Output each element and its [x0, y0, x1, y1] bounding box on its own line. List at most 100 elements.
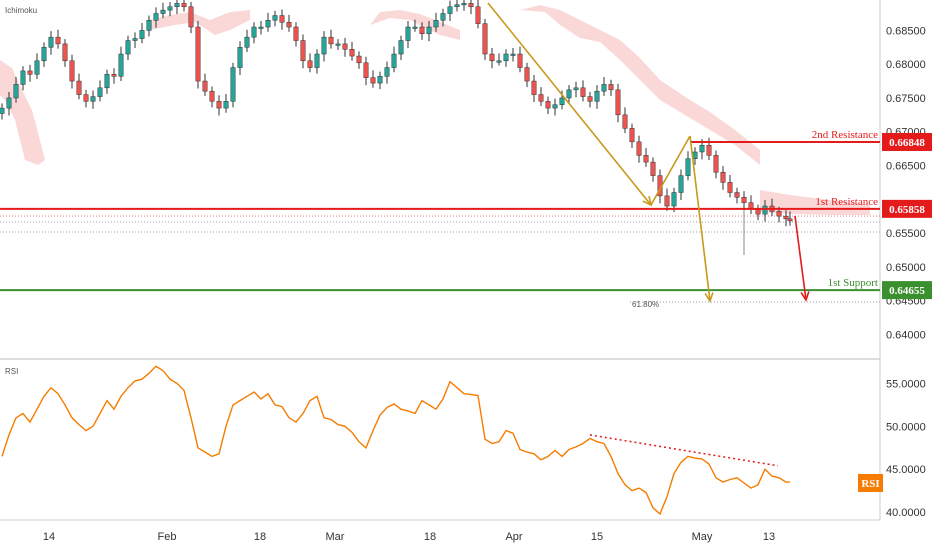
candle-body — [671, 192, 677, 207]
arrow-shaft — [689, 135, 711, 302]
candle-body — [650, 161, 656, 176]
candle-body — [286, 22, 292, 28]
arrow-shaft — [487, 2, 652, 206]
time-tick-label: Mar — [326, 531, 345, 543]
rsi-series-line — [1, 365, 790, 516]
candle-body — [132, 38, 138, 41]
arrow-shaft — [794, 215, 807, 301]
candle-body — [370, 77, 376, 84]
price-tick-label: 0.66500 — [886, 160, 926, 172]
level-label: 1st Support — [828, 277, 878, 289]
candle-body — [90, 96, 96, 102]
time-tick-label: 14 — [43, 531, 55, 543]
level-badge-value: 0.65858 — [889, 204, 925, 216]
candle-body — [279, 15, 285, 23]
price-tick-label: 0.64000 — [886, 329, 926, 341]
candle-body — [48, 36, 54, 48]
candle-body — [167, 6, 173, 11]
level-label: 1st Resistance — [815, 196, 878, 208]
candle-body — [83, 94, 89, 102]
candle-body — [76, 80, 82, 95]
price-tick-label: 0.68500 — [886, 25, 926, 37]
candle-body — [97, 87, 103, 97]
arrow-shaft — [650, 135, 691, 206]
candle-body — [265, 20, 271, 28]
rsi-badge — [858, 473, 883, 492]
candle-body — [104, 74, 110, 89]
candle-body — [335, 43, 341, 46]
dotted-reference-lines: 61.80% — [0, 215, 880, 309]
candle-body — [405, 26, 411, 41]
arrow-head — [800, 291, 810, 302]
candle-body — [391, 53, 397, 68]
candle-body — [517, 53, 523, 68]
candle-body — [181, 3, 187, 8]
candle-body — [545, 101, 551, 109]
candle-body — [216, 101, 222, 109]
candle-body — [314, 53, 320, 68]
candle-body — [41, 47, 47, 62]
level-badge — [882, 132, 932, 151]
candle-body — [188, 6, 194, 28]
candle-body — [349, 49, 355, 57]
time-tick-label: Apr — [505, 531, 522, 543]
rsi-label: RSI — [5, 367, 18, 376]
candle-body — [195, 26, 201, 82]
candle-body — [482, 23, 488, 55]
candle-body — [118, 53, 124, 77]
rsi-tick-label: 50.0000 — [886, 421, 926, 433]
level-badge — [882, 281, 932, 300]
candle-body — [251, 26, 257, 38]
candle-body — [433, 20, 439, 28]
candle-body — [787, 218, 793, 222]
candle-body — [783, 215, 789, 220]
candle-body — [664, 195, 670, 207]
candle-body — [510, 53, 516, 56]
price-tick-label: 0.67500 — [886, 93, 926, 105]
candle-body — [160, 9, 166, 14]
candle-body — [300, 40, 306, 62]
price-tick-label: 0.68000 — [886, 59, 926, 71]
candle-body — [230, 67, 236, 102]
level-badge — [882, 199, 932, 218]
time-tick-label: 18 — [424, 531, 436, 543]
candle-body — [419, 26, 425, 35]
candle-body — [692, 151, 698, 159]
candle-body — [734, 192, 740, 198]
price-tick-label: 0.65000 — [886, 262, 926, 274]
candle-body — [552, 104, 558, 109]
candle-body — [34, 60, 40, 75]
candle-body — [496, 60, 502, 63]
candle-body — [62, 43, 68, 62]
ichimoku-label: Ichimoku — [5, 6, 37, 15]
candle-body — [587, 96, 593, 102]
candle-body — [384, 67, 390, 77]
candle-body — [328, 36, 334, 45]
candlesticks — [0, 0, 793, 255]
candle-body — [412, 26, 418, 29]
level-badge-value: 0.64655 — [889, 285, 925, 297]
candle-body — [727, 182, 733, 193]
candle-body — [699, 144, 705, 153]
candle-body — [342, 43, 348, 50]
candle-body — [468, 3, 474, 8]
rsi-tick-label: 45.0000 — [886, 464, 926, 476]
candle-body — [111, 74, 117, 77]
candle-body — [566, 89, 572, 99]
fib-label: 61.80% — [632, 300, 659, 309]
candle-body — [244, 36, 250, 48]
candle-body — [489, 53, 495, 62]
time-tick-label: 15 — [591, 531, 603, 543]
candle-body — [440, 13, 446, 21]
candle-body — [503, 53, 509, 62]
level-label: 2nd Resistance — [812, 129, 878, 141]
candle-body — [454, 4, 460, 8]
candle-body — [146, 20, 152, 31]
candle-body — [685, 158, 691, 176]
candle-body — [776, 211, 782, 217]
candle-body — [475, 6, 481, 24]
candle-body — [398, 40, 404, 55]
